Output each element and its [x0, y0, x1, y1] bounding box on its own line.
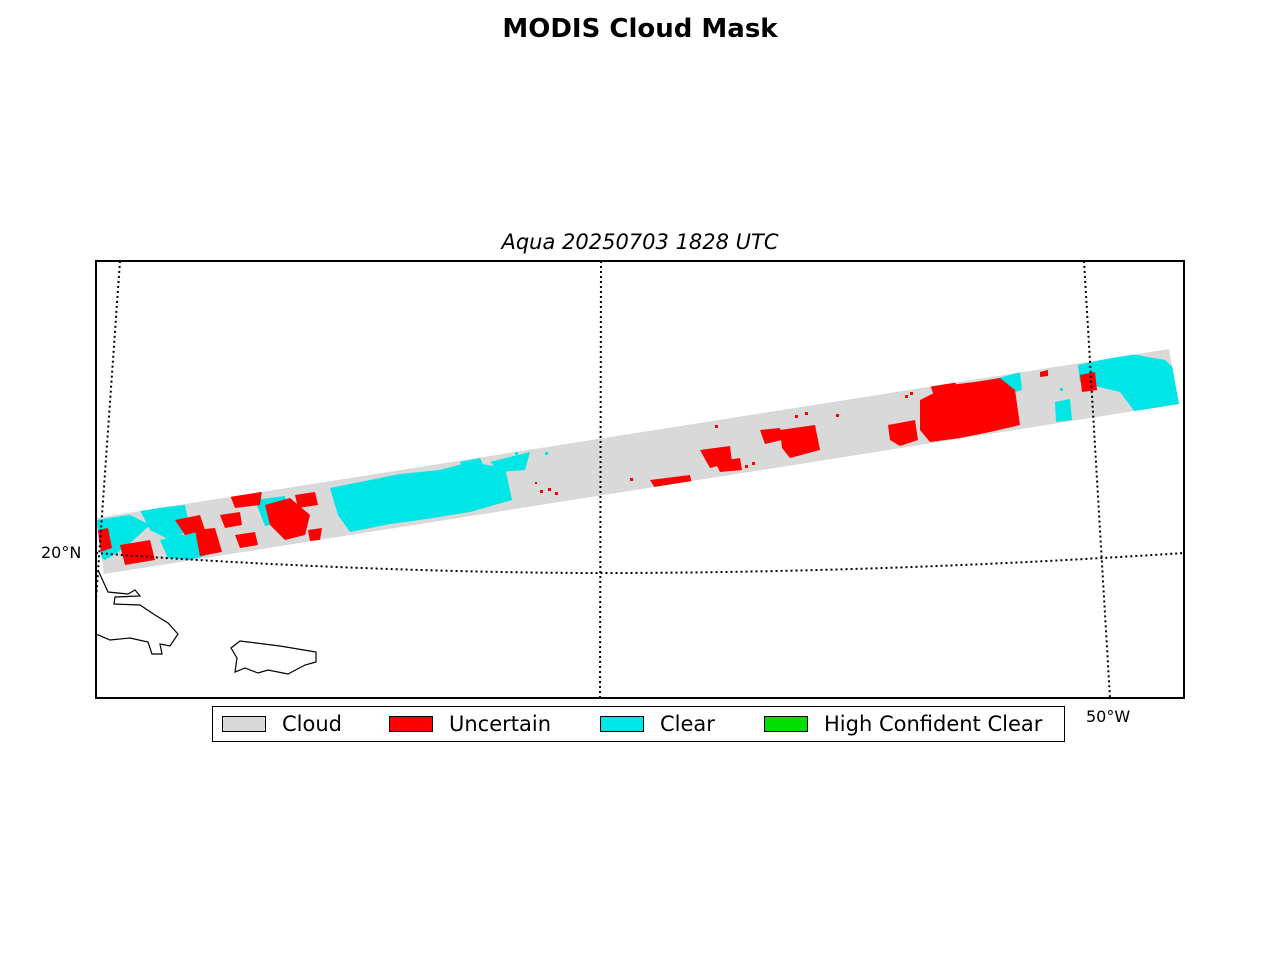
legend-swatch-high-confident-clear	[764, 716, 808, 732]
latitude-line-20n	[96, 552, 1184, 575]
legend-label-high-confident-clear: High Confident Clear	[824, 712, 1043, 736]
speckle-pixels	[515, 388, 1063, 495]
legend-item-uncertain: Uncertain	[389, 707, 551, 741]
lat-label-20n: 20°N	[41, 543, 82, 562]
figure-title: MODIS Cloud Mask	[502, 14, 778, 44]
coastline	[96, 569, 317, 675]
legend-item-clear: Clear	[600, 707, 715, 741]
legend-item-high-confident-clear: High Confident Clear	[764, 707, 1042, 741]
legend-item-cloud: Cloud	[222, 707, 342, 741]
lon-label-50w: 50°W	[1086, 707, 1131, 726]
map-frame	[95, 260, 1185, 699]
legend-swatch-clear	[600, 716, 644, 732]
figure-subtitle: Aqua 20250703 1828 UTC	[501, 230, 779, 254]
legend-swatch-uncertain	[389, 716, 433, 732]
legend: Cloud Uncertain Clear High Confident Cle…	[212, 706, 1065, 742]
legend-label-uncertain: Uncertain	[449, 712, 552, 736]
longitude-line-50w	[1083, 261, 1111, 698]
legend-label-cloud: Cloud	[282, 712, 342, 736]
longitude-line-west	[96, 261, 121, 601]
graticule	[96, 261, 1184, 698]
legend-label-clear: Clear	[660, 712, 715, 736]
legend-swatch-cloud	[222, 716, 266, 732]
